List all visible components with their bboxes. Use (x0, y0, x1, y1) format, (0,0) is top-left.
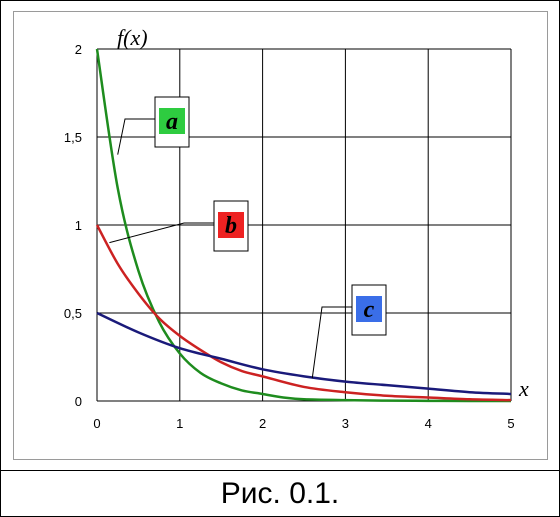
leader-line-b (109, 222, 214, 244)
series-line-a (95, 48, 512, 403)
tick-labels: 0 1 2 3 4 5 0 0,5 1 1,5 2 (64, 42, 515, 431)
label-fill-a (159, 108, 185, 134)
label-fill-b (218, 212, 244, 238)
series-line-c (96, 311, 512, 396)
leader-line-a (117, 118, 155, 155)
series-label-b: b (225, 213, 237, 239)
series-label-c: c (364, 297, 375, 323)
x-tick-label-4: 4 (425, 416, 432, 431)
y-axis-label: f(x) (117, 25, 148, 50)
grid (96, 48, 512, 402)
leader-line-c (311, 306, 352, 379)
label-fill-c (356, 296, 382, 322)
x-axis-label: x (518, 376, 529, 401)
chart-panel (13, 11, 548, 460)
chart: 0 1 2 3 4 5 0 0,5 1 1,5 2 a b c x f(x) (64, 25, 529, 431)
x-tick-label-2: 2 (259, 416, 266, 431)
series-label-a: a (166, 109, 178, 135)
figure-caption: Рис. 0.1. (220, 476, 340, 510)
caption-divider (1, 470, 559, 471)
y-tick-label-2: 1 (75, 218, 82, 233)
x-tick-label-1: 1 (176, 416, 183, 431)
annotations: a b c (109, 96, 387, 379)
x-tick-label-0: 0 (93, 416, 100, 431)
series-line-b (95, 224, 512, 402)
x-tick-label-5: 5 (507, 416, 514, 431)
y-tick-label-4: 2 (75, 42, 82, 57)
y-tick-label-0: 0 (75, 394, 82, 409)
curves (95, 48, 512, 403)
y-tick-label-3: 1,5 (64, 130, 82, 145)
x-tick-label-3: 3 (342, 416, 349, 431)
y-tick-label-1: 0,5 (64, 306, 82, 321)
